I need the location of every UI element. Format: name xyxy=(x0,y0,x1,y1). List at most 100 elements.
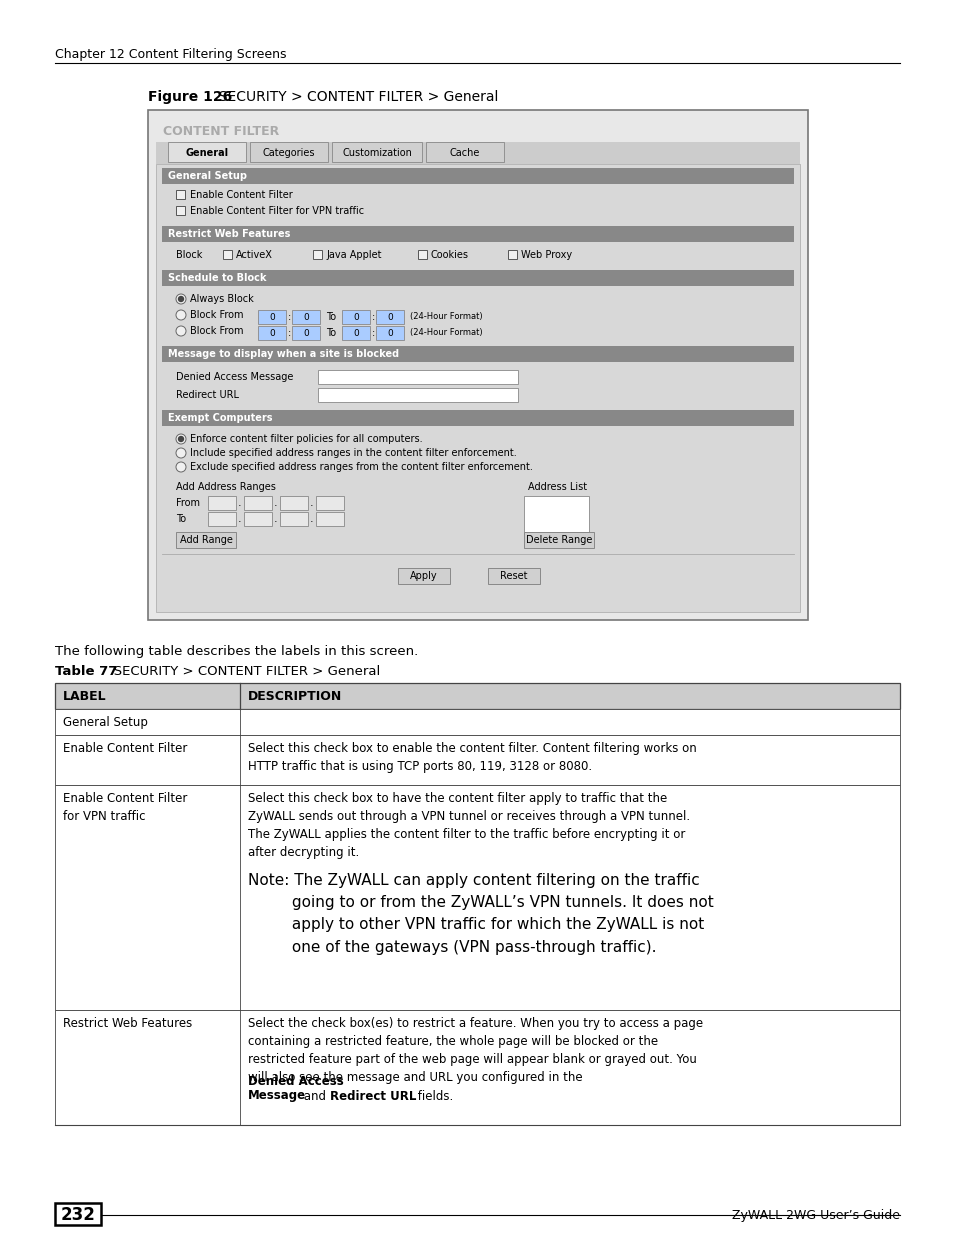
Text: Enable Content Filter: Enable Content Filter xyxy=(190,190,293,200)
Text: Message to display when a site is blocked: Message to display when a site is blocke… xyxy=(168,350,398,359)
Text: Enforce content filter policies for all computers.: Enforce content filter policies for all … xyxy=(190,433,422,445)
Bar xyxy=(341,310,370,324)
Bar xyxy=(162,270,793,287)
Text: Select the check box(es) to restrict a feature. When you try to access a page
co: Select the check box(es) to restrict a f… xyxy=(248,1016,702,1084)
Bar xyxy=(523,496,588,536)
Circle shape xyxy=(175,448,186,458)
Bar xyxy=(375,310,403,324)
Circle shape xyxy=(175,310,186,320)
Text: Table 77: Table 77 xyxy=(55,664,117,678)
Text: Denied Access Message: Denied Access Message xyxy=(175,372,294,382)
Bar xyxy=(55,709,899,735)
Text: fields.: fields. xyxy=(414,1089,453,1103)
Bar xyxy=(55,735,899,785)
Text: SECURITY > CONTENT FILTER > General: SECURITY > CONTENT FILTER > General xyxy=(210,90,497,104)
Text: Reset: Reset xyxy=(499,571,527,580)
Text: Block: Block xyxy=(175,249,202,261)
Text: General: General xyxy=(185,148,229,158)
Text: To: To xyxy=(175,514,186,524)
Bar xyxy=(208,496,235,510)
Text: .: . xyxy=(310,514,314,524)
Circle shape xyxy=(175,433,186,445)
Text: Enable Content Filter: Enable Content Filter xyxy=(63,742,187,755)
Bar xyxy=(280,496,308,510)
Text: Message: Message xyxy=(248,1089,306,1103)
Bar xyxy=(244,513,272,526)
Circle shape xyxy=(178,436,183,441)
Text: Note: The ZyWALL can apply content filtering on the traffic
         going to or: Note: The ZyWALL can apply content filte… xyxy=(248,873,713,955)
Text: Web Proxy: Web Proxy xyxy=(520,249,572,261)
Bar xyxy=(375,326,403,340)
Bar xyxy=(244,496,272,510)
Text: 232: 232 xyxy=(60,1207,95,1224)
Bar xyxy=(223,249,232,259)
Text: :: : xyxy=(288,329,291,338)
Circle shape xyxy=(175,326,186,336)
Text: Chapter 12 Content Filtering Screens: Chapter 12 Content Filtering Screens xyxy=(55,48,286,61)
Text: Always Block: Always Block xyxy=(190,294,253,304)
Text: Delete Range: Delete Range xyxy=(525,535,592,545)
Bar xyxy=(315,496,344,510)
Bar xyxy=(162,410,793,426)
Bar xyxy=(162,168,793,184)
Text: General Setup: General Setup xyxy=(168,170,247,182)
Text: The following table describes the labels in this screen.: The following table describes the labels… xyxy=(55,645,417,658)
Text: General Setup: General Setup xyxy=(63,716,148,729)
Bar xyxy=(397,568,450,584)
Text: ZyWALL 2WG User’s Guide: ZyWALL 2WG User’s Guide xyxy=(731,1209,899,1221)
Text: DESCRIPTION: DESCRIPTION xyxy=(248,689,342,703)
Text: Add Range: Add Range xyxy=(179,535,233,545)
Text: Apply: Apply xyxy=(410,571,437,580)
Text: Redirect URL: Redirect URL xyxy=(330,1089,416,1103)
Text: 0: 0 xyxy=(303,329,309,337)
Text: SECURITY > CONTENT FILTER > General: SECURITY > CONTENT FILTER > General xyxy=(101,664,380,678)
Text: ActiveX: ActiveX xyxy=(235,249,273,261)
Text: :: : xyxy=(372,329,375,338)
Text: .: . xyxy=(237,514,241,524)
Bar xyxy=(162,226,793,242)
Text: 0: 0 xyxy=(269,312,274,321)
Bar xyxy=(156,164,800,613)
Bar xyxy=(280,513,308,526)
Bar xyxy=(315,513,344,526)
Text: Redirect URL: Redirect URL xyxy=(175,390,239,400)
Bar xyxy=(55,1203,101,1225)
Text: Exempt Computers: Exempt Computers xyxy=(168,412,273,424)
Text: Customization: Customization xyxy=(342,148,412,158)
Text: .: . xyxy=(237,498,241,508)
Text: Schedule to Block: Schedule to Block xyxy=(168,273,266,283)
Text: Restrict Web Features: Restrict Web Features xyxy=(168,228,290,240)
Text: and: and xyxy=(299,1089,330,1103)
Bar xyxy=(417,249,427,259)
Text: 0: 0 xyxy=(303,312,309,321)
Bar xyxy=(317,370,517,384)
Text: 0: 0 xyxy=(387,329,393,337)
Text: LABEL: LABEL xyxy=(63,689,107,703)
Text: 0: 0 xyxy=(353,329,358,337)
Bar xyxy=(208,513,235,526)
Bar xyxy=(257,326,286,340)
Bar xyxy=(55,1010,899,1125)
Text: .: . xyxy=(310,498,314,508)
Text: Cookies: Cookies xyxy=(431,249,469,261)
Text: Figure 126: Figure 126 xyxy=(148,90,232,104)
Bar xyxy=(175,532,235,548)
Text: Select this check box to enable the content filter. Content filtering works on
H: Select this check box to enable the cont… xyxy=(248,742,696,773)
Text: To: To xyxy=(326,329,335,338)
Bar xyxy=(168,142,246,162)
Text: Java Applet: Java Applet xyxy=(326,249,381,261)
Text: (24-Hour Format): (24-Hour Format) xyxy=(410,312,482,321)
Circle shape xyxy=(175,462,186,472)
Text: Add Address Ranges: Add Address Ranges xyxy=(175,482,275,492)
Text: Categories: Categories xyxy=(262,148,314,158)
Bar xyxy=(488,568,539,584)
Text: To: To xyxy=(326,312,335,322)
Bar xyxy=(507,249,517,259)
Bar xyxy=(523,532,594,548)
Circle shape xyxy=(175,294,186,304)
Text: 0: 0 xyxy=(353,312,358,321)
Circle shape xyxy=(178,296,183,301)
Text: Enable Content Filter
for VPN traffic: Enable Content Filter for VPN traffic xyxy=(63,792,187,823)
Bar xyxy=(162,346,793,362)
Text: Exclude specified address ranges from the content filter enforcement.: Exclude specified address ranges from th… xyxy=(190,462,533,472)
